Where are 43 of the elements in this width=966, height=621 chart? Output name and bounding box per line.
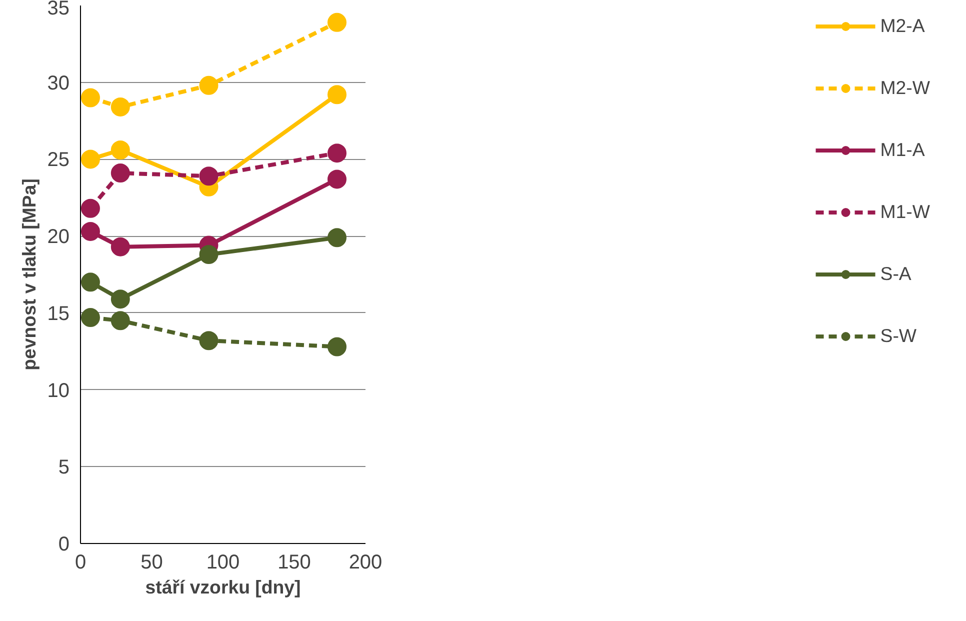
point — [328, 85, 346, 104]
point — [199, 331, 218, 350]
y-tick-label: 25 — [47, 149, 70, 172]
legend-label: M1-W — [880, 201, 930, 223]
point — [80, 272, 100, 292]
legend-label: M2-A — [880, 15, 925, 37]
point — [110, 237, 130, 256]
point — [110, 311, 130, 330]
legend-label: S-A — [880, 263, 912, 285]
point — [80, 150, 100, 169]
y-tick-label: 35 — [47, 0, 70, 20]
point — [110, 164, 130, 183]
legend-label: S-W — [880, 325, 917, 347]
point — [328, 337, 346, 356]
y-tick-label: 15 — [47, 302, 70, 325]
legend-label: M2-W — [880, 77, 930, 99]
x-tick-label: 100 — [206, 552, 240, 574]
y-tick-label: 5 — [58, 456, 70, 479]
legend-label: M1-A — [880, 139, 925, 161]
point — [80, 308, 100, 328]
point — [80, 222, 100, 241]
y-tick-label: 10 — [47, 380, 70, 402]
x-tick-label: 200 — [348, 552, 382, 574]
point — [80, 198, 100, 218]
point — [328, 12, 346, 32]
point — [328, 144, 346, 163]
point — [110, 97, 130, 116]
point — [110, 290, 130, 309]
point — [199, 166, 218, 186]
point — [80, 88, 100, 108]
y-tick-label: 30 — [47, 72, 70, 94]
point — [199, 76, 218, 95]
point — [199, 245, 218, 264]
point — [328, 228, 346, 248]
y-tick-label: 0 — [58, 534, 70, 556]
point — [328, 170, 346, 189]
y-axis-title: pevnost v tlaku [MPa] — [18, 178, 40, 370]
x-axis-title: stáří vzorku [dny] — [145, 576, 301, 598]
x-tick-label: 0 — [74, 552, 86, 574]
y-tick-label: 20 — [47, 226, 70, 248]
point — [110, 140, 130, 160]
x-tick-label: 150 — [278, 552, 311, 574]
x-tick-label: 50 — [140, 552, 163, 574]
